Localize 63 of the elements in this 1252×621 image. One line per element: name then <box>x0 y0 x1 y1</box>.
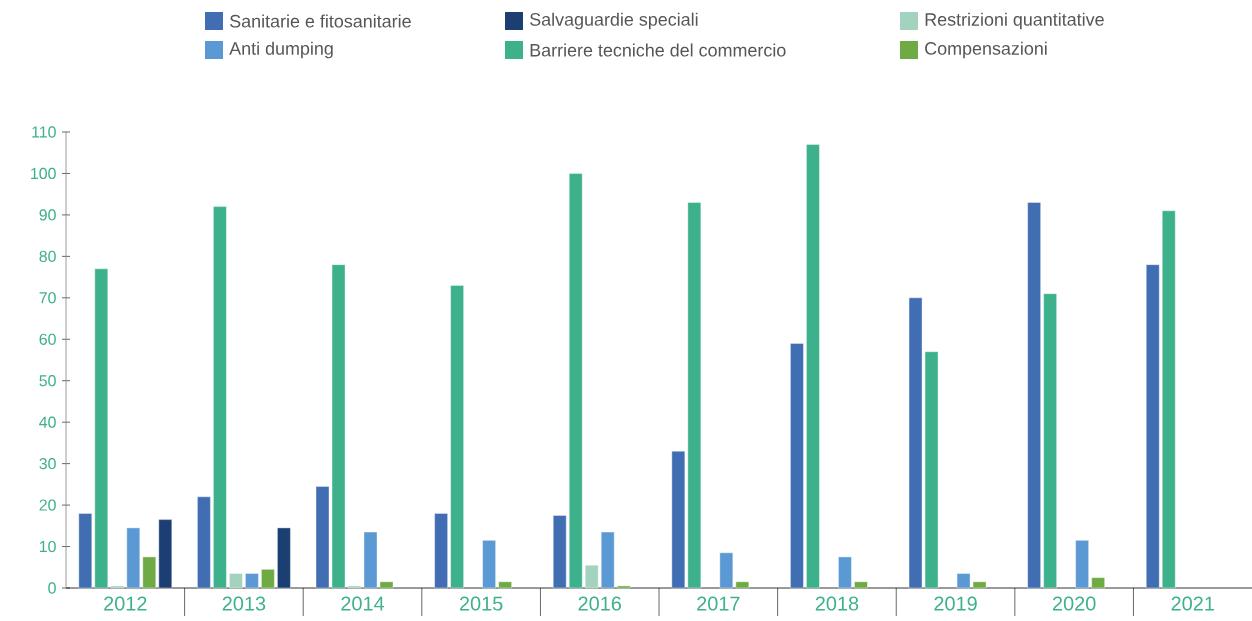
legend-label: Compensazioni <box>925 41 1047 59</box>
bar <box>126 527 140 589</box>
bar <box>434 513 448 589</box>
bar <box>110 585 124 589</box>
x-tick-label: 2018 <box>815 596 859 611</box>
bar <box>1091 577 1105 589</box>
bar <box>790 343 804 589</box>
y-tick-label: 90 <box>39 209 56 221</box>
legend-label: Sanitarie e fitosanitarie <box>230 14 411 28</box>
bar <box>158 519 172 589</box>
y-tick-label: 30 <box>39 458 56 470</box>
x-tick-label: 2013 <box>222 596 266 611</box>
bar <box>553 515 567 589</box>
y-tick-label: 10 <box>39 540 56 553</box>
x-tick-label: 2020 <box>1052 596 1096 611</box>
bar <box>213 206 227 589</box>
bar <box>261 569 275 589</box>
bar <box>838 556 852 589</box>
y-tick-label: 0 <box>48 582 56 594</box>
x-tick-label: 2019 <box>934 596 977 611</box>
bar <box>854 581 868 589</box>
y-tick-label: 110 <box>32 126 56 138</box>
bar <box>245 573 259 589</box>
x-tick-label: 2012 <box>104 596 147 611</box>
legend-label: Salvaguardie speciali <box>530 12 698 30</box>
legend-label: Anti dumping <box>229 41 333 59</box>
bar <box>498 581 512 589</box>
y-tick-label: 70 <box>39 292 56 304</box>
bar <box>94 268 108 589</box>
x-tick-label: 2021 <box>1171 596 1214 611</box>
y-tick-label: 20 <box>39 499 56 511</box>
legend-label: Barriere tecniche del commercio <box>530 43 786 57</box>
x-tick-label: 2017 <box>697 596 740 611</box>
bar <box>719 552 734 589</box>
bar <box>1146 264 1160 589</box>
x-tick-label: 2015 <box>459 596 503 611</box>
bar <box>482 540 496 589</box>
bar <box>735 581 750 589</box>
x-tick-label: 2016 <box>578 596 621 611</box>
bar <box>450 285 464 589</box>
y-tick-label: 40 <box>39 416 56 428</box>
bar <box>1027 202 1041 589</box>
bar <box>197 496 211 589</box>
bar <box>78 513 92 589</box>
bar <box>1043 293 1057 589</box>
y-tick-label: 100 <box>31 167 56 180</box>
bar <box>1162 210 1176 589</box>
x-tick-label: 2014 <box>341 596 385 611</box>
bar <box>585 565 599 589</box>
bar <box>687 202 702 589</box>
y-tick-label: 50 <box>39 375 56 387</box>
bar <box>806 144 820 589</box>
bar <box>601 531 615 589</box>
legend-label: Restrizioni quantitative <box>925 12 1104 30</box>
bar <box>617 585 631 589</box>
y-tick-label: 80 <box>39 250 56 262</box>
bar <box>229 573 243 589</box>
bar <box>671 451 686 589</box>
bar <box>142 556 156 589</box>
bar <box>277 527 291 589</box>
y-tick-label: 60 <box>39 333 56 345</box>
bar <box>569 173 583 589</box>
bar <box>1075 540 1089 589</box>
